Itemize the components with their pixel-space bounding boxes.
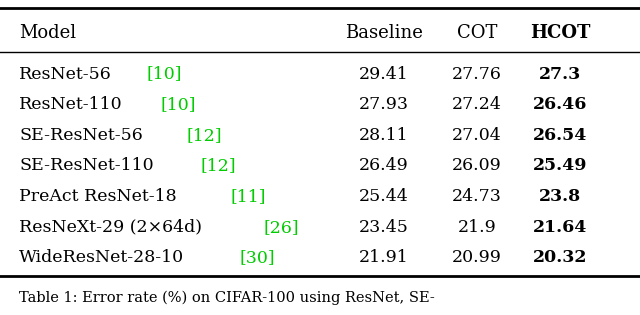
Text: 26.54: 26.54 (533, 127, 587, 144)
Text: 27.24: 27.24 (452, 96, 502, 113)
Text: Model: Model (19, 24, 76, 42)
Text: ResNeXt-29 (2×64d): ResNeXt-29 (2×64d) (19, 219, 202, 236)
Text: SE-ResNet-56: SE-ResNet-56 (19, 127, 143, 144)
Text: 29.41: 29.41 (359, 66, 409, 83)
Text: PreAct ResNet-18: PreAct ResNet-18 (19, 188, 177, 205)
Text: 27.3: 27.3 (539, 66, 581, 83)
Text: 27.76: 27.76 (452, 66, 502, 83)
Text: ResNet-56: ResNet-56 (19, 66, 112, 83)
Text: 21.91: 21.91 (359, 249, 409, 266)
Text: [12]: [12] (200, 158, 236, 175)
Text: 20.32: 20.32 (533, 249, 587, 266)
Text: 21.64: 21.64 (533, 219, 587, 236)
Text: 26.46: 26.46 (533, 96, 587, 113)
Text: [30]: [30] (240, 249, 276, 266)
Text: 23.45: 23.45 (359, 219, 409, 236)
Text: 21.9: 21.9 (458, 219, 496, 236)
Text: 20.99: 20.99 (452, 249, 502, 266)
Text: [12]: [12] (186, 127, 222, 144)
Text: HCOT: HCOT (530, 24, 590, 42)
Text: 24.73: 24.73 (452, 188, 502, 205)
Text: 26.09: 26.09 (452, 158, 502, 175)
Text: ResNet-110: ResNet-110 (19, 96, 123, 113)
Text: 25.44: 25.44 (359, 188, 409, 205)
Text: 26.49: 26.49 (359, 158, 409, 175)
Text: [10]: [10] (147, 66, 182, 83)
Text: 27.04: 27.04 (452, 127, 502, 144)
Text: 28.11: 28.11 (359, 127, 409, 144)
Text: WideResNet-28-10: WideResNet-28-10 (19, 249, 184, 266)
Text: SE-ResNet-110: SE-ResNet-110 (19, 158, 154, 175)
Text: Baseline: Baseline (345, 24, 423, 42)
Text: Table 1: Error rate (%) on CIFAR-100 using ResNet, SE-: Table 1: Error rate (%) on CIFAR-100 usi… (19, 290, 435, 305)
Text: [26]: [26] (263, 219, 299, 236)
Text: COT: COT (456, 24, 497, 42)
Text: 25.49: 25.49 (532, 158, 588, 175)
Text: [10]: [10] (161, 96, 196, 113)
Text: 27.93: 27.93 (359, 96, 409, 113)
Text: 23.8: 23.8 (539, 188, 581, 205)
Text: [11]: [11] (230, 188, 266, 205)
